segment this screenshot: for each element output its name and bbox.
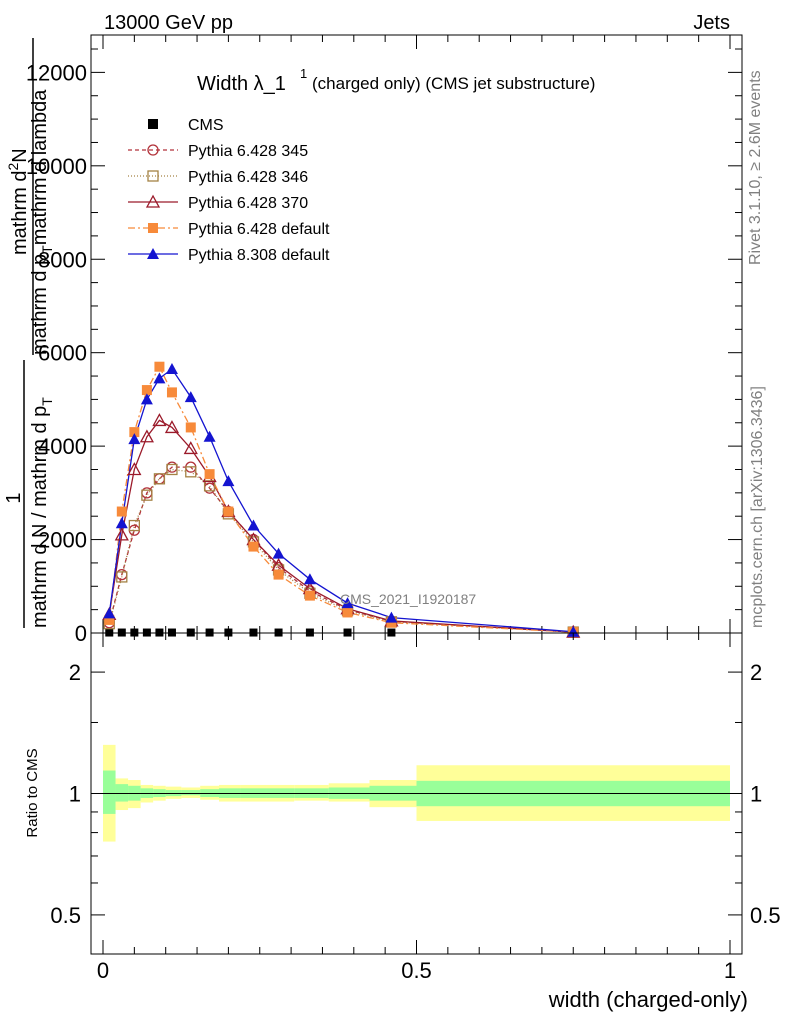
series-point-5	[272, 547, 285, 559]
series-point-5	[303, 573, 316, 585]
series-point-4	[248, 541, 259, 552]
side-rivet-label: Rivet 3.1.10, ≥ 2.6M events	[747, 70, 764, 265]
side-mcplots-label: mcplots.cern.ch [arXiv:1306.3436]	[749, 386, 766, 628]
legend-entry-label: Pythia 6.428 346	[188, 169, 308, 186]
series-point-5	[203, 430, 216, 442]
series-point-4	[129, 427, 140, 438]
series-point-3	[164, 420, 180, 434]
ratio-y-tick-label-right: 2	[750, 660, 762, 685]
series-point-4	[342, 607, 353, 618]
plot-title: Width λ_1 1 (charged only) (CMS jet subs…	[197, 66, 595, 95]
plot-title-suffix: (charged only) (CMS jet substructure)	[312, 74, 595, 93]
x-tick-label: 0	[97, 958, 109, 983]
legend-marker	[145, 194, 161, 208]
y-label-prefix: 1	[3, 492, 25, 503]
series-point-3	[183, 441, 198, 455]
series-point-4	[386, 617, 397, 628]
ratio-plot-panel: 0.5 0.5 1 1 2 2 0 0.5 1 Ratio to CMS width (char…	[24, 632, 781, 1012]
series-point-3	[139, 429, 154, 443]
legend: CMS Pythia 6.428 345 Pythia 6.428 346 Pythi…	[128, 117, 330, 264]
series-point-5	[222, 475, 235, 487]
series-point-5	[385, 611, 398, 623]
main-plot-panel: 0 2000 4000 6000 8000 10000 12000 CMS_2021_I19…	[3, 34, 743, 646]
series-line-1	[108, 466, 574, 633]
series-point-5	[184, 391, 197, 403]
series-point-4	[223, 506, 234, 517]
ratio-band-inner	[181, 790, 201, 796]
main-y-tick-label: 6000	[38, 341, 87, 366]
series-point-3	[127, 462, 142, 476]
series-point-4	[141, 385, 152, 396]
series-point-5	[115, 517, 128, 529]
ratio-y-tick-label: 1	[69, 782, 81, 807]
y-axis-label: 1 mathrm d N / mathrm d pT mathrm d2N ma…	[3, 38, 55, 628]
series-point-2	[116, 571, 128, 583]
main-axis-ticks: 0 2000 4000 6000 8000 10000 12000	[26, 35, 742, 646]
series-point-4	[166, 387, 177, 398]
legend-entry-label: Pythia 6.428 370	[188, 195, 308, 212]
watermark-label: CMS_2021_I1920187	[340, 591, 476, 607]
header-jets-label: Jets	[693, 12, 730, 34]
main-y-tick-label: 12000	[26, 60, 87, 85]
legend-entry-label: Pythia 6.428 default	[188, 221, 330, 238]
ratio-y-tick-label: 0.5	[50, 903, 81, 928]
series-point-5	[153, 372, 166, 384]
series-point-5	[341, 597, 354, 609]
legend-marker	[148, 223, 158, 233]
series-point-2	[128, 519, 141, 532]
y-label-denominator: mathrm d pTmathrm d lambda	[29, 89, 55, 355]
ratio-axis-ticks: 0.5 0.5 1 1 2 2 0 0.5 1	[50, 633, 781, 983]
plot-title-main: Width λ_1	[197, 73, 286, 95]
main-y-tick-label: 8000	[38, 247, 87, 272]
plot-title-sup: 1	[300, 66, 307, 81]
series-point-2	[203, 480, 216, 492]
series-point-2	[185, 466, 197, 478]
ratio-y-tick-label-right: 1	[750, 782, 762, 807]
series-point-4	[304, 590, 315, 601]
main-y-tick-label: 2000	[38, 528, 87, 553]
series-point-4	[104, 614, 115, 625]
ratio-band-inner	[103, 770, 116, 814]
legend-marker	[147, 144, 159, 156]
y-label-prefix-den: mathrm d N / mathrm d pT	[29, 397, 55, 628]
main-y-tick-label: 10000	[26, 154, 87, 179]
ratio-y-tick-label: 2	[69, 660, 81, 685]
ratio-y-tick-label-right: 0.5	[750, 903, 781, 928]
series-point-5	[103, 607, 116, 619]
series-point-2	[166, 463, 178, 476]
series-line-2	[108, 468, 574, 633]
series-point-4	[185, 422, 196, 433]
series-point-5	[165, 363, 178, 375]
x-axis-label: width (charged-only)	[548, 987, 748, 1012]
legend-entry-label: CMS	[188, 117, 224, 134]
ratio-band-inner	[115, 784, 129, 802]
y-label-numerator: mathrm d2N	[5, 148, 31, 255]
legend-entry-label: Pythia 6.428 345	[188, 143, 308, 160]
ratio-y-axis-label: Ratio to CMS	[24, 748, 41, 837]
legend-entry-label: Pythia 8.308 default	[188, 247, 330, 264]
series-point-4	[273, 569, 284, 580]
legend-marker	[147, 170, 159, 182]
series-point-2	[153, 473, 166, 485]
ratio-plot-frame	[90, 632, 743, 955]
main-series-markers	[102, 361, 581, 638]
series-point-5	[140, 393, 153, 405]
header-energy-label: 13000 GeV pp	[104, 12, 233, 34]
legend-marker	[147, 248, 159, 259]
x-tick-label: 0.5	[401, 958, 432, 983]
series-point-4	[154, 361, 165, 372]
series-point-5	[567, 625, 580, 637]
legend-marker	[148, 119, 158, 129]
series-point-4	[116, 506, 127, 517]
series-point-5	[128, 433, 141, 445]
main-y-tick-label: 0	[75, 621, 87, 646]
series-point-4	[204, 469, 215, 480]
series-point-3	[152, 413, 167, 427]
series-point-5	[247, 519, 260, 531]
series-point-2	[141, 489, 153, 501]
series-point-3	[114, 527, 129, 541]
main-y-tick-label: 4000	[38, 434, 87, 459]
x-tick-label: 1	[724, 958, 736, 983]
